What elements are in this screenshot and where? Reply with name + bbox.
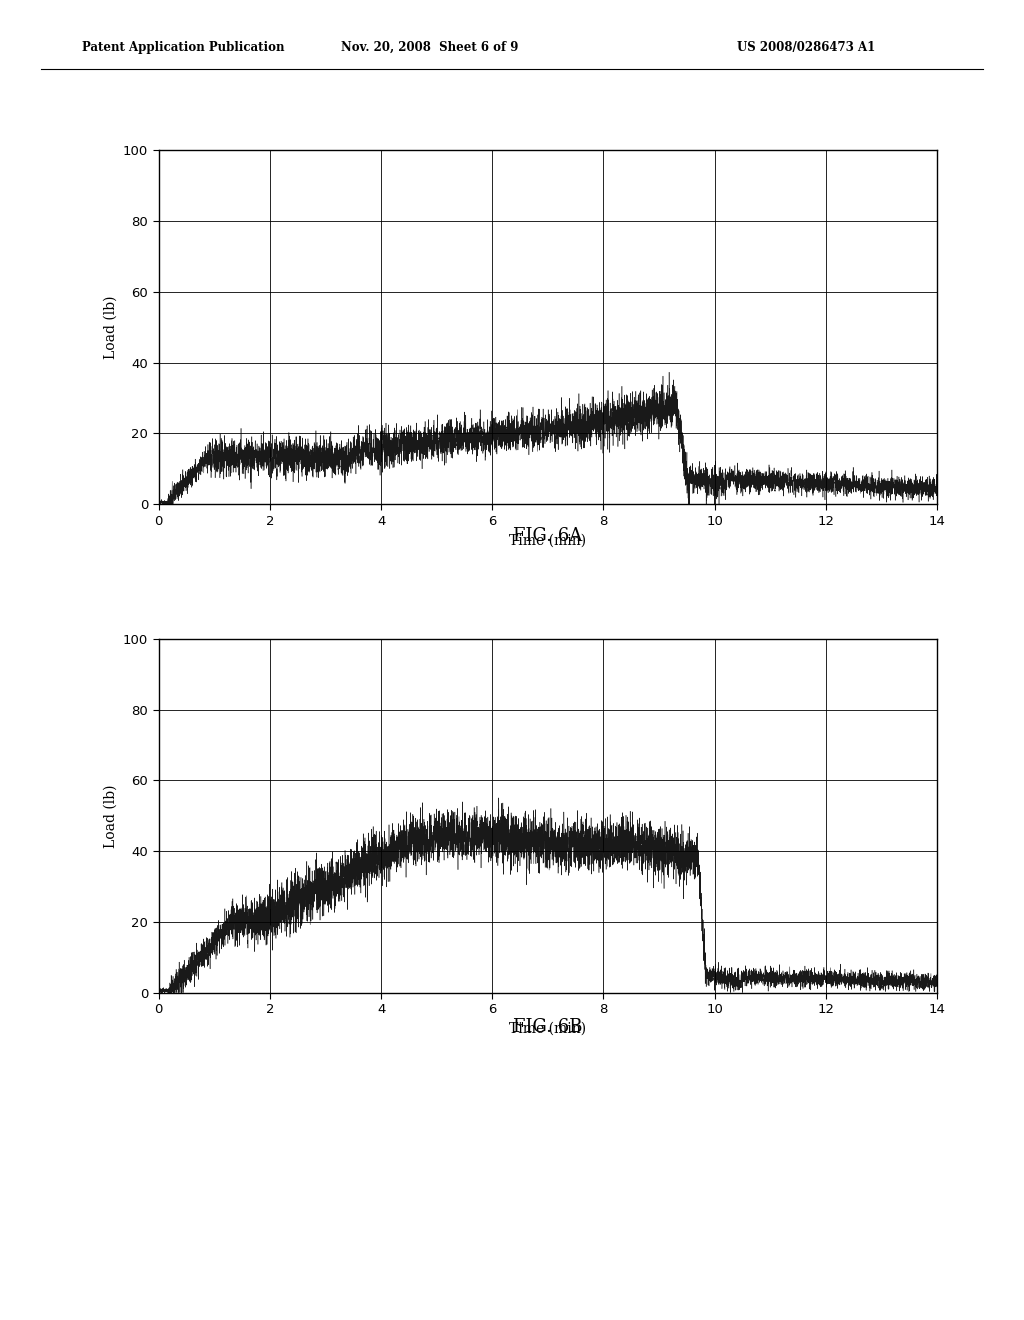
X-axis label: Time (min): Time (min) [509, 533, 587, 548]
Y-axis label: Load (lb): Load (lb) [103, 296, 118, 359]
Text: US 2008/0286473 A1: US 2008/0286473 A1 [737, 41, 876, 54]
Text: FIG. 6B: FIG. 6B [513, 1018, 583, 1036]
Text: Patent Application Publication: Patent Application Publication [82, 41, 285, 54]
Text: Nov. 20, 2008  Sheet 6 of 9: Nov. 20, 2008 Sheet 6 of 9 [341, 41, 519, 54]
X-axis label: Time (min): Time (min) [509, 1022, 587, 1036]
Text: FIG. 6A: FIG. 6A [513, 527, 583, 545]
Y-axis label: Load (lb): Load (lb) [103, 784, 118, 847]
